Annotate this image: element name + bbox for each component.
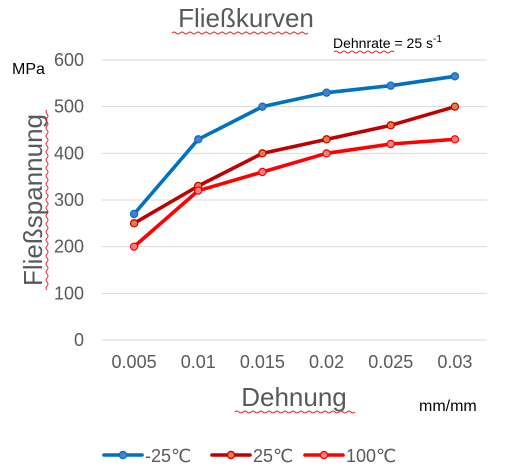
data-point — [322, 149, 331, 158]
x-tick-label: 0.005 — [112, 352, 157, 372]
x-tick-label: 0.025 — [368, 352, 413, 372]
data-point — [386, 81, 395, 90]
y-unit-label: MPa — [12, 61, 45, 78]
legend-item: 100℃ — [303, 446, 396, 466]
title-spellcheck-underline — [171, 31, 309, 35]
y-tick-label: 100 — [54, 283, 84, 303]
y-tick-label: 200 — [54, 237, 84, 257]
series-2 — [129, 135, 460, 251]
series-line — [132, 137, 457, 249]
data-point — [450, 72, 460, 81]
legend-marker — [319, 450, 329, 460]
y-tick-label: 600 — [54, 50, 84, 70]
series-0 — [129, 72, 460, 219]
series-1 — [129, 102, 460, 228]
data-point — [258, 167, 267, 177]
data-point — [129, 219, 139, 228]
annotation-spellcheck-underline — [333, 50, 395, 54]
data-point — [258, 149, 267, 158]
y-tick-label: 500 — [54, 97, 84, 117]
legend-marker — [226, 450, 236, 460]
y-title-spellcheck-underline — [45, 109, 49, 291]
data-point — [258, 102, 267, 111]
legend-marker — [118, 450, 128, 460]
x-title-spellcheck-underline — [234, 410, 356, 414]
legend-item: -25℃ — [102, 446, 191, 466]
series-line — [132, 74, 457, 216]
legend-label: -25℃ — [145, 446, 191, 466]
y-tick-label: 300 — [54, 190, 84, 210]
x-tick-label: 0.02 — [309, 352, 344, 372]
data-point — [450, 135, 460, 144]
data-point — [322, 135, 331, 144]
x-axis-title: Dehnung — [241, 382, 347, 412]
data-point — [129, 242, 139, 251]
x-tick-labels: 0.005 0.01 0.015 0.02 0.025 0.03 — [112, 352, 473, 372]
legend-label: 100℃ — [346, 446, 396, 466]
strain-rate-exponent: -1 — [433, 34, 442, 45]
data-point — [194, 186, 203, 195]
chart-title: Fließkurven — [178, 3, 314, 33]
data-point — [194, 135, 203, 144]
series-group — [129, 72, 460, 251]
legend: -25℃ 25℃ 100℃ — [102, 446, 396, 466]
legend-label: 25℃ — [253, 446, 293, 466]
y-tick-labels: 0 100 200 300 400 500 600 — [54, 50, 84, 350]
data-point — [450, 102, 460, 111]
x-tick-label: 0.015 — [240, 352, 285, 372]
x-unit-label: mm/mm — [419, 398, 477, 415]
data-point — [129, 209, 139, 219]
data-point — [386, 121, 395, 130]
y-axis-title: Fließspannung — [18, 114, 48, 286]
y-tick-label: 400 — [54, 143, 84, 163]
y-tick-label: 0 — [74, 330, 84, 350]
strain-rate-annotation: Dehnrate = 25 s-1 — [333, 34, 442, 51]
x-tick-label: 0.01 — [181, 352, 216, 372]
x-tick-label: 0.03 — [437, 352, 472, 372]
strain-rate-text: Dehnrate = 25 s — [333, 35, 433, 51]
data-point — [322, 88, 331, 97]
gridlines — [102, 59, 487, 341]
series-line — [132, 104, 457, 226]
legend-item: 25℃ — [210, 446, 293, 466]
data-point — [386, 139, 395, 149]
